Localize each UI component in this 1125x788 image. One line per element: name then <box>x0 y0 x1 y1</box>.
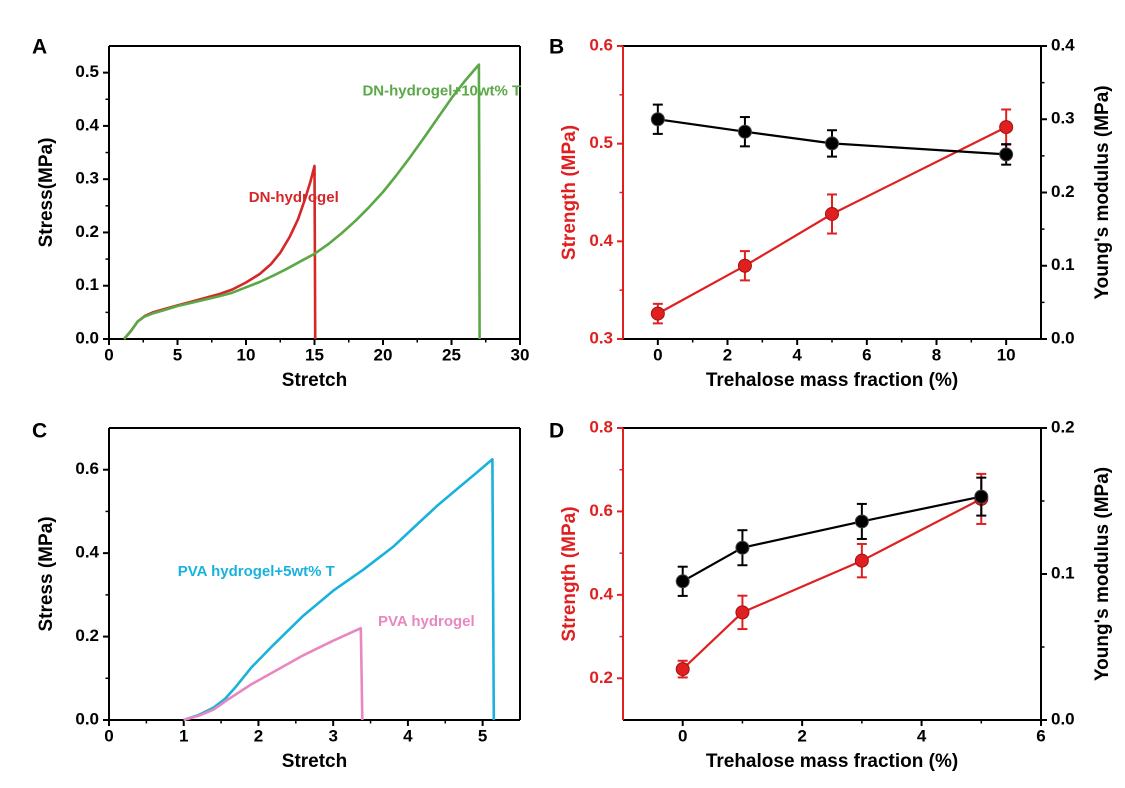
series-line-1 <box>183 626 364 722</box>
series-annotation: PVA hydrogel <box>378 613 475 630</box>
series-line-1 <box>657 118 1007 156</box>
x-tick-label: 0 <box>104 726 113 745</box>
panel-a: A 0 5 10 15 20 25 30 0.0 0.1 0.2 0.3 0.4 0.5 Stretch St… <box>32 36 529 391</box>
series-line-1 <box>682 495 982 583</box>
y-tick-label: 0.4 <box>75 543 99 562</box>
data-point <box>999 147 1014 162</box>
panel-letter: B <box>549 36 564 59</box>
y-tick-label: 0.0 <box>75 328 99 347</box>
y-tick-label: 0.4 <box>589 584 613 603</box>
y-tick-label: 0.2 <box>589 668 613 687</box>
x-tick-label: 5 <box>478 726 487 745</box>
right-y-axis-title: Young's modulus (MPa) <box>1092 467 1113 681</box>
x-axis-title: Trehalose mass fraction (%) <box>706 751 958 772</box>
x-axis-title: Stretch <box>282 751 347 772</box>
data-point <box>675 574 690 589</box>
data-point <box>854 514 869 529</box>
x-axis-title: Stretch <box>282 370 347 391</box>
x-tick-label: 4 <box>792 345 802 364</box>
y-tick-label: 0.3 <box>75 169 99 188</box>
series-annotation: DN-hydrogel <box>249 189 339 206</box>
x-tick-label: 4 <box>403 726 413 745</box>
x-tick-label: 0 <box>104 345 113 364</box>
series-annotation: DN-hydrogel+10wt% T <box>362 82 521 99</box>
panel-d: D 0 2 4 6 0.2 0.4 0.6 0.8 0.0 0.1 0.2 Trehalose mass… <box>549 417 1113 772</box>
right-y-tick-label: 0.1 <box>1051 563 1075 582</box>
x-axis-title: Trehalose mass fraction (%) <box>706 370 958 391</box>
x-tick-label: 2 <box>723 345 732 364</box>
x-tick-label: 4 <box>917 726 927 745</box>
series-line-1 <box>123 63 481 340</box>
x-tick-label: 8 <box>932 345 941 364</box>
panel-letter: D <box>549 420 564 443</box>
y-tick-label: 0.6 <box>589 501 613 520</box>
panel-letter: C <box>32 420 47 443</box>
y-tick-label: 0.8 <box>589 417 613 436</box>
x-tick-label: 25 <box>442 345 461 364</box>
y-tick-label: 0.5 <box>75 62 99 81</box>
right-y-axis-title: Young's modulus (MPa) <box>1092 85 1113 299</box>
y-tick-label: 0.6 <box>589 35 613 54</box>
data-point <box>854 553 869 568</box>
data-point <box>825 136 839 151</box>
y-tick-label: 0.2 <box>75 626 99 645</box>
y-tick-label: 0.0 <box>75 709 99 728</box>
y-tick-label: 0.5 <box>589 133 613 152</box>
right-y-tick-label: 0.0 <box>1051 709 1075 728</box>
right-y-tick-label: 0.1 <box>1051 255 1075 274</box>
x-tick-label: 0 <box>678 726 687 745</box>
data-point <box>737 124 752 139</box>
data-point <box>650 306 665 321</box>
x-tick-label: 0 <box>653 345 662 364</box>
data-point <box>974 489 989 504</box>
x-tick-label: 2 <box>254 726 263 745</box>
x-tick-label: 3 <box>328 726 337 745</box>
data-point <box>735 540 750 555</box>
x-tick-label: 20 <box>374 345 393 364</box>
right-y-tick-label: 0.3 <box>1051 109 1075 128</box>
y-axis-title: Stress(MPa) <box>36 138 57 248</box>
y-tick-label: 0.4 <box>589 231 613 250</box>
x-tick-label: 5 <box>173 345 182 364</box>
y-axis-title: Stress (MPa) <box>36 516 57 631</box>
series-line-0 <box>183 457 496 722</box>
series-line-0 <box>657 126 1007 315</box>
y-tick-label: 0.6 <box>75 459 99 478</box>
right-y-tick-label: 0.2 <box>1051 182 1075 201</box>
y-tick-label: 0.1 <box>75 275 99 294</box>
y-tick-label: 0.2 <box>75 222 99 241</box>
right-y-tick-label: 0.0 <box>1051 328 1075 347</box>
y-tick-label: 0.3 <box>589 328 613 347</box>
data-point <box>735 605 750 620</box>
data-point <box>999 120 1014 135</box>
y-tick-label: 0.4 <box>75 115 99 134</box>
data-point <box>737 258 752 273</box>
x-tick-label: 15 <box>305 345 324 364</box>
data-point <box>675 662 690 677</box>
panel-c: C 0 1 2 3 4 5 0.0 0.2 0.4 0.6 Stretch Stress (MPa) PV… <box>32 420 521 772</box>
panel-b: B 0 2 4 6 8 10 0.3 0.4 0.5 0.6 0.0 0.1 0.2 0.3 0.4 Treha… <box>549 35 1113 391</box>
x-tick-label: 10 <box>237 345 256 364</box>
x-tick-label: 30 <box>511 345 530 364</box>
right-y-tick-label: 0.2 <box>1051 417 1075 436</box>
x-tick-label: 6 <box>862 345 871 364</box>
y-axis-title: Strength (MPa) <box>559 506 580 641</box>
series-line-0 <box>681 497 982 670</box>
x-tick-label: 1 <box>179 726 188 745</box>
x-tick-label: 2 <box>797 726 806 745</box>
x-tick-label: 6 <box>1036 726 1045 745</box>
panel-letter: A <box>32 36 47 59</box>
data-point <box>825 206 839 221</box>
right-y-tick-label: 0.4 <box>1051 35 1075 54</box>
x-tick-label: 10 <box>997 345 1016 364</box>
y-axis-title: Strength (MPa) <box>559 125 580 260</box>
series-annotation: PVA hydrogel+5wt% T <box>178 563 335 580</box>
data-point <box>650 112 665 127</box>
